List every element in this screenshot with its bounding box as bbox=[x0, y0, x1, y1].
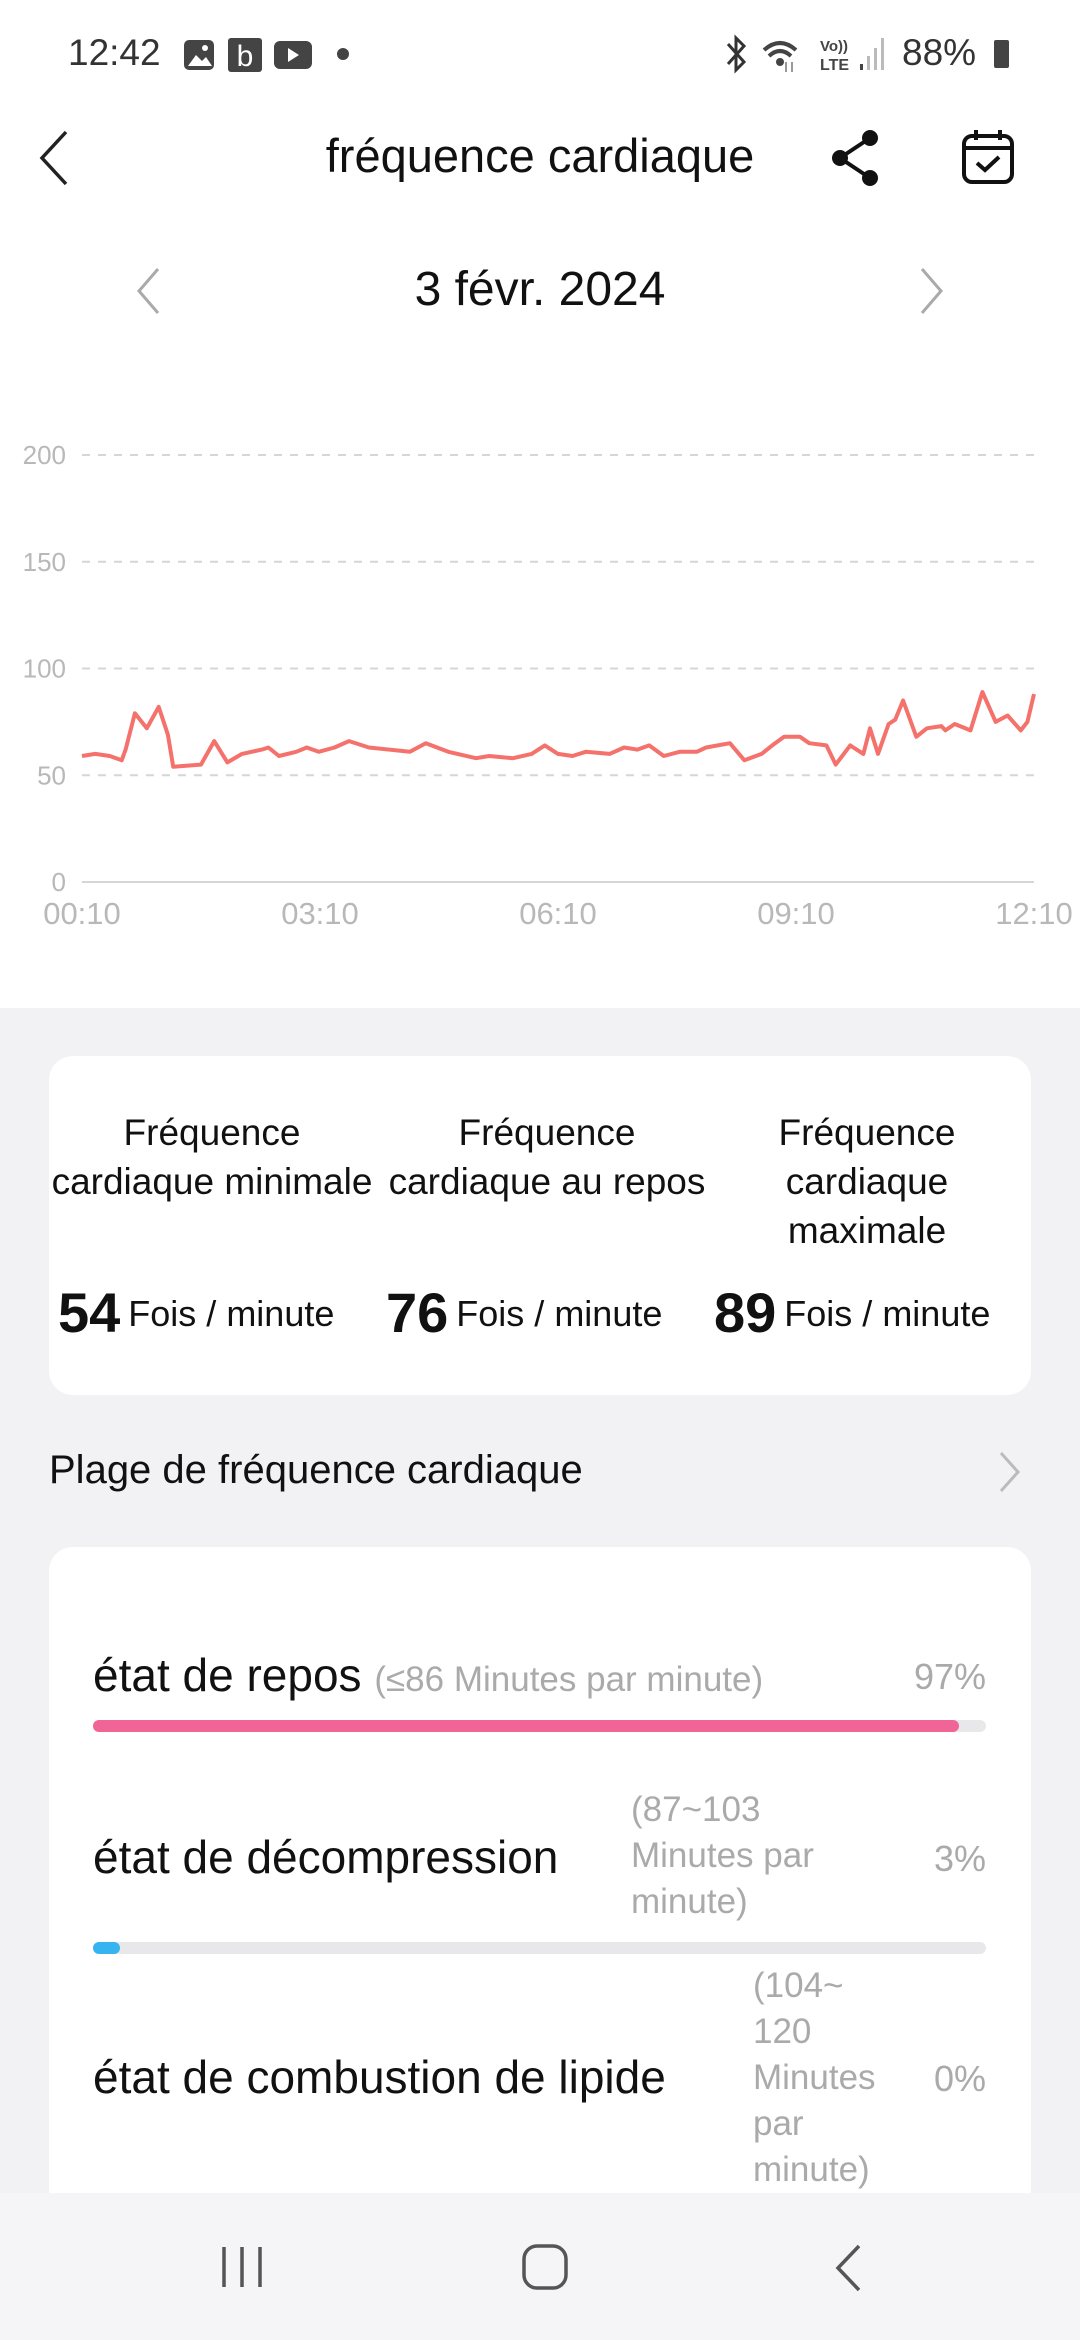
zone-fat-burn: état de combustion de lipide bbox=[93, 2051, 666, 2103]
zone-decompression: état de décompression bbox=[93, 1831, 559, 1883]
navigation-bar bbox=[0, 2193, 1080, 2340]
y-tick-label: 0 bbox=[52, 867, 66, 897]
min-label: Fréquence cardiaque minimale bbox=[51, 1112, 373, 1202]
x-tick-label: 03:10 bbox=[281, 896, 359, 931]
max-value: 89 Fois / minute bbox=[714, 1281, 991, 1344]
signal-icon bbox=[860, 38, 884, 70]
zone-decompression-percent: 3% bbox=[933, 1838, 986, 1879]
zone-fat-burn-percent: 0% bbox=[933, 2058, 986, 2099]
wifi-icon bbox=[762, 41, 798, 72]
heart-rate-line bbox=[81, 690, 1036, 769]
summary-card bbox=[49, 1056, 1031, 1395]
share-icon[interactable] bbox=[828, 128, 884, 188]
x-tick-label: 12:10 bbox=[995, 896, 1073, 931]
dot-icon bbox=[337, 48, 349, 60]
x-tick-label: 00:10 bbox=[43, 896, 121, 931]
youtube-icon bbox=[274, 41, 312, 69]
zone-fat-burn-range: (104~ 120 Minutes par minute) bbox=[753, 1966, 876, 2189]
status-time: 12:42 bbox=[68, 32, 161, 73]
recent-apps-icon[interactable] bbox=[218, 2245, 268, 2289]
bluetooth-icon bbox=[726, 34, 747, 74]
range-section-title[interactable]: Plage de fréquence cardiaque bbox=[49, 1448, 583, 1492]
chevron-right-icon[interactable] bbox=[996, 1450, 1022, 1494]
zone-rest-percent: 97% bbox=[913, 1656, 986, 1697]
home-icon[interactable] bbox=[521, 2243, 571, 2293]
zones-card bbox=[49, 1547, 1031, 2247]
y-tick-label: 150 bbox=[23, 547, 66, 577]
zone-rest-bar bbox=[93, 1720, 986, 1732]
zone-decompression-bar-fill bbox=[93, 1942, 120, 1954]
gallery-icon bbox=[184, 40, 214, 70]
nav-back-icon[interactable] bbox=[832, 2243, 864, 2293]
y-tick-label: 100 bbox=[23, 654, 66, 684]
x-tick-label: 06:10 bbox=[519, 896, 597, 931]
zone-decompression-bar bbox=[93, 1942, 986, 1954]
max-label: Fréquence cardiaque maximale bbox=[778, 1112, 956, 1251]
svg-text:LTE: LTE bbox=[820, 57, 849, 74]
zone-decompression-range: (87~103 Minutes par minute) bbox=[631, 1790, 814, 1921]
chart-section bbox=[0, 0, 1080, 1008]
zone-rest: état de repos (≤86 Minutes par minute) bbox=[93, 1649, 764, 1701]
current-date: 3 févr. 2024 bbox=[414, 263, 666, 316]
y-tick-label: 200 bbox=[23, 440, 66, 470]
previous-day-icon[interactable] bbox=[134, 266, 164, 316]
status-system-icons: Vo)) LTE bbox=[726, 34, 884, 74]
svg-text:Vo)): Vo)) bbox=[820, 38, 848, 55]
y-tick-label: 50 bbox=[37, 760, 66, 790]
volte-icon: Vo)) LTE bbox=[820, 38, 849, 74]
rest-label: Fréquence cardiaque au repos bbox=[388, 1112, 706, 1202]
heart-rate-chart: 0 50 100 150 200 00:10 03:10 06:10 09:10 12:10 bbox=[23, 440, 1073, 931]
zone-rest-bar-fill bbox=[93, 1720, 960, 1732]
battery-percent: 88% bbox=[902, 32, 977, 73]
svg-text:b: b bbox=[237, 40, 254, 73]
b-app-icon: b bbox=[228, 38, 262, 73]
back-icon[interactable] bbox=[36, 128, 76, 188]
page-title: fréquence cardiaque bbox=[325, 129, 755, 182]
calendar-icon[interactable] bbox=[960, 128, 1016, 186]
status-app-icons: b bbox=[184, 38, 312, 73]
battery-icon bbox=[994, 40, 1009, 68]
x-tick-label: 09:10 bbox=[757, 896, 835, 931]
rest-value: 76 Fois / minute bbox=[386, 1281, 663, 1344]
min-value: 54 Fois / minute bbox=[58, 1281, 335, 1344]
next-day-icon[interactable] bbox=[916, 266, 946, 316]
